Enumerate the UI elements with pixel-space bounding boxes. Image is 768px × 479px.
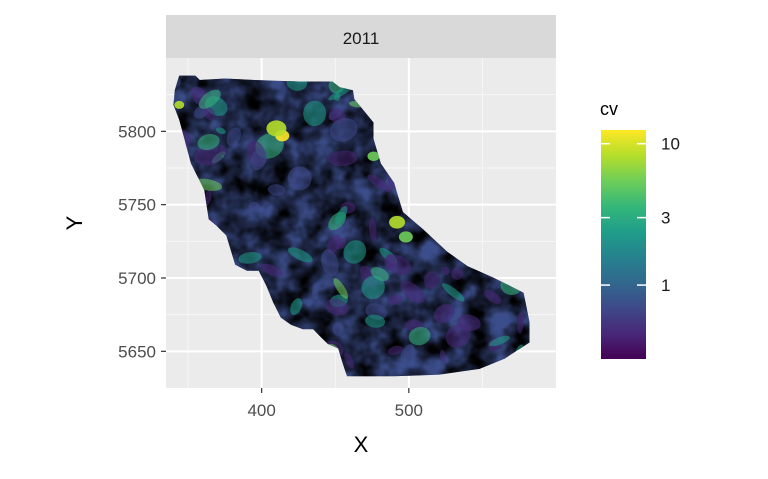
x-axis-label: X [354,432,369,457]
heatmap-cell [334,237,347,250]
heatmap-cell [327,150,358,167]
heatmap-cell [321,249,339,277]
y-tick-label: 5650 [118,342,156,361]
y-tick-label: 5750 [118,196,156,215]
legend: cv 1 3 10 [600,99,680,359]
heatmap-cell [433,303,455,324]
heatmap-cell [484,289,502,304]
heatmap-cell [440,266,450,276]
heatmap-cell [325,298,349,316]
legend-tick-label: 10 [661,135,680,154]
heatmap-cell [238,252,262,264]
facet-title: 2011 [343,29,380,48]
heatmap-cell [335,205,348,225]
heatmap-cell [303,100,327,127]
heatmap-cell [398,231,413,243]
x-tick-label: 500 [395,401,423,420]
heatmap-cell [290,298,303,316]
heatmap-cell [400,344,415,363]
y-axis: 5650 5700 5750 5800 [118,122,166,361]
heatmap-cell [216,127,226,135]
heatmap-cell [198,89,221,109]
heatmap-cell [367,151,380,162]
facet-strip [166,15,556,58]
heatmap-cell [370,267,389,281]
y-tick-label: 5800 [118,122,156,141]
heatmap-cell [248,201,260,211]
heatmap-cell [517,311,524,334]
heatmap-cell [197,133,220,151]
y-tick-label: 5700 [118,269,156,288]
heatmap-cell [489,335,510,347]
legend-tick-label: 1 [661,276,670,295]
heatmap-cell [389,215,406,229]
x-tick-label: 400 [247,401,275,420]
heatmap-cell [441,283,465,302]
heatmap-cell [387,294,403,306]
heatmap-cell [260,263,284,277]
heatmap-cell [344,352,355,369]
heatmap-cell [311,289,319,300]
heatmap-cell [332,322,344,336]
heatmap-cell [329,117,358,142]
heatmap-cell [333,278,349,299]
legend-tick-label: 3 [661,209,670,228]
heatmap-cell [203,106,216,121]
heatmap-cell [384,254,412,276]
heatmap-cell [226,127,241,147]
heatmap-cell [408,326,431,346]
y-axis-label: Y [62,215,87,230]
heatmap-cell [343,240,367,264]
heatmap-cell [288,247,313,263]
heatmap-cell [387,345,404,355]
heatmap-cell [287,166,312,191]
heatmap-cell [267,184,286,196]
heatmap-cell [439,349,447,363]
heatmap-cell [424,271,439,290]
heatmap-cell [445,324,471,348]
heatmap-cell [361,275,385,300]
heatmap-cell [400,280,425,304]
heatmap-cell [367,174,392,193]
heatmap-cell [266,120,287,137]
heatmap-cell [250,147,267,171]
legend-colorbar [601,130,646,359]
heatmap-cell [369,217,377,243]
heatmap-cell [194,146,223,166]
heatmap-cell [174,100,185,109]
heatmap-cell [365,314,386,328]
heatmap-cell [334,93,341,102]
x-axis: 400 500 [247,388,423,420]
heatmap-cell [219,144,227,156]
heatmap-cell [451,267,464,280]
legend-title: cv [600,99,618,119]
